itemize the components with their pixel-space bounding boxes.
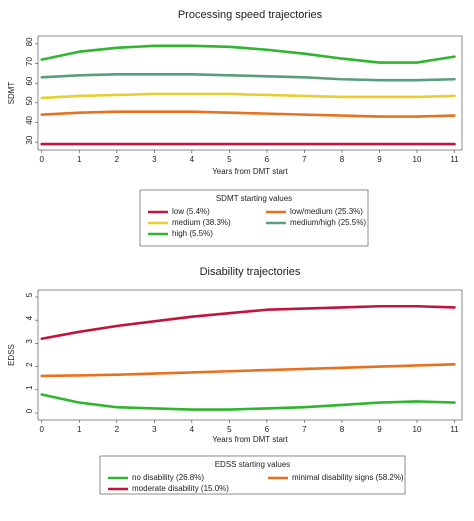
x-tick-label: 0 — [40, 155, 45, 164]
x-tick-label: 2 — [115, 155, 120, 164]
y-tick-label: 80 — [25, 37, 34, 46]
legend-label: low/medium (25.3%) — [290, 207, 363, 216]
x-tick-label: 10 — [413, 425, 422, 434]
x-tick-label: 1 — [77, 155, 82, 164]
series-line — [40, 393, 456, 411]
legend-label: medium (38.3%) — [172, 218, 231, 227]
plot-frame — [37, 289, 463, 421]
x-tick-label: 6 — [265, 155, 270, 164]
y-tick-label: 0 — [25, 408, 34, 413]
series-line — [40, 362, 456, 378]
legend-label: no disability (26.8%) — [132, 473, 204, 482]
legend-label: medium/high (25.5%) — [290, 218, 366, 227]
legend-title: SDMT starting values — [216, 194, 292, 203]
x-tick-label: 5 — [227, 425, 232, 434]
y-tick-label: 5 — [25, 292, 34, 297]
x-axis-label: Years from DMT start — [212, 167, 288, 176]
x-axis-label: Years from DMT start — [212, 435, 288, 444]
x-tick-label: 4 — [190, 155, 195, 164]
series-line — [40, 110, 456, 118]
legend-label: minimal disability signs (58.2%) — [292, 473, 404, 482]
x-tick-label: 1 — [77, 425, 82, 434]
x-tick-label: 8 — [340, 425, 345, 434]
x-tick-label: 7 — [302, 425, 307, 434]
legend-box — [139, 189, 369, 247]
x-tick-label: 10 — [413, 155, 422, 164]
series-line — [40, 44, 456, 64]
y-tick-label: 30 — [25, 135, 34, 144]
x-tick-label: 3 — [152, 425, 157, 434]
legend-label: moderate disability (15.0%) — [132, 484, 229, 493]
y-axis-label: SDMT — [7, 82, 16, 105]
plot-frame — [37, 35, 463, 151]
series-line — [40, 73, 456, 82]
chart-title: Disability trajectories — [200, 266, 301, 278]
y-tick-label: 60 — [25, 76, 34, 85]
legend-label: high (5.5%) — [172, 229, 213, 238]
y-tick-label: 2 — [25, 362, 34, 367]
legend-label: low (5.4%) — [172, 207, 210, 216]
y-tick-label: 4 — [25, 315, 34, 320]
x-tick-label: 9 — [377, 155, 382, 164]
x-tick-label: 6 — [265, 425, 270, 434]
y-tick-label: 40 — [25, 115, 34, 124]
y-tick-label: 1 — [25, 385, 34, 390]
x-tick-label: 0 — [40, 425, 45, 434]
y-tick-label: 50 — [25, 96, 34, 105]
legend-title: EDSS starting values — [215, 460, 291, 469]
series-line — [40, 92, 456, 100]
x-tick-label: 11 — [450, 155, 459, 164]
chart-title: Processing speed trajectories — [178, 9, 323, 21]
x-tick-label: 9 — [377, 425, 382, 434]
legend-box — [99, 455, 406, 495]
y-tick-label: 70 — [25, 57, 34, 66]
x-tick-label: 3 — [152, 155, 157, 164]
x-tick-label: 4 — [190, 425, 195, 434]
x-tick-label: 11 — [450, 425, 459, 434]
y-axis-label: EDSS — [7, 344, 16, 366]
x-tick-label: 7 — [302, 155, 307, 164]
series-line — [40, 304, 456, 341]
x-tick-label: 2 — [115, 425, 120, 434]
y-tick-label: 3 — [25, 339, 34, 344]
x-tick-label: 5 — [227, 155, 232, 164]
x-tick-label: 8 — [340, 155, 345, 164]
